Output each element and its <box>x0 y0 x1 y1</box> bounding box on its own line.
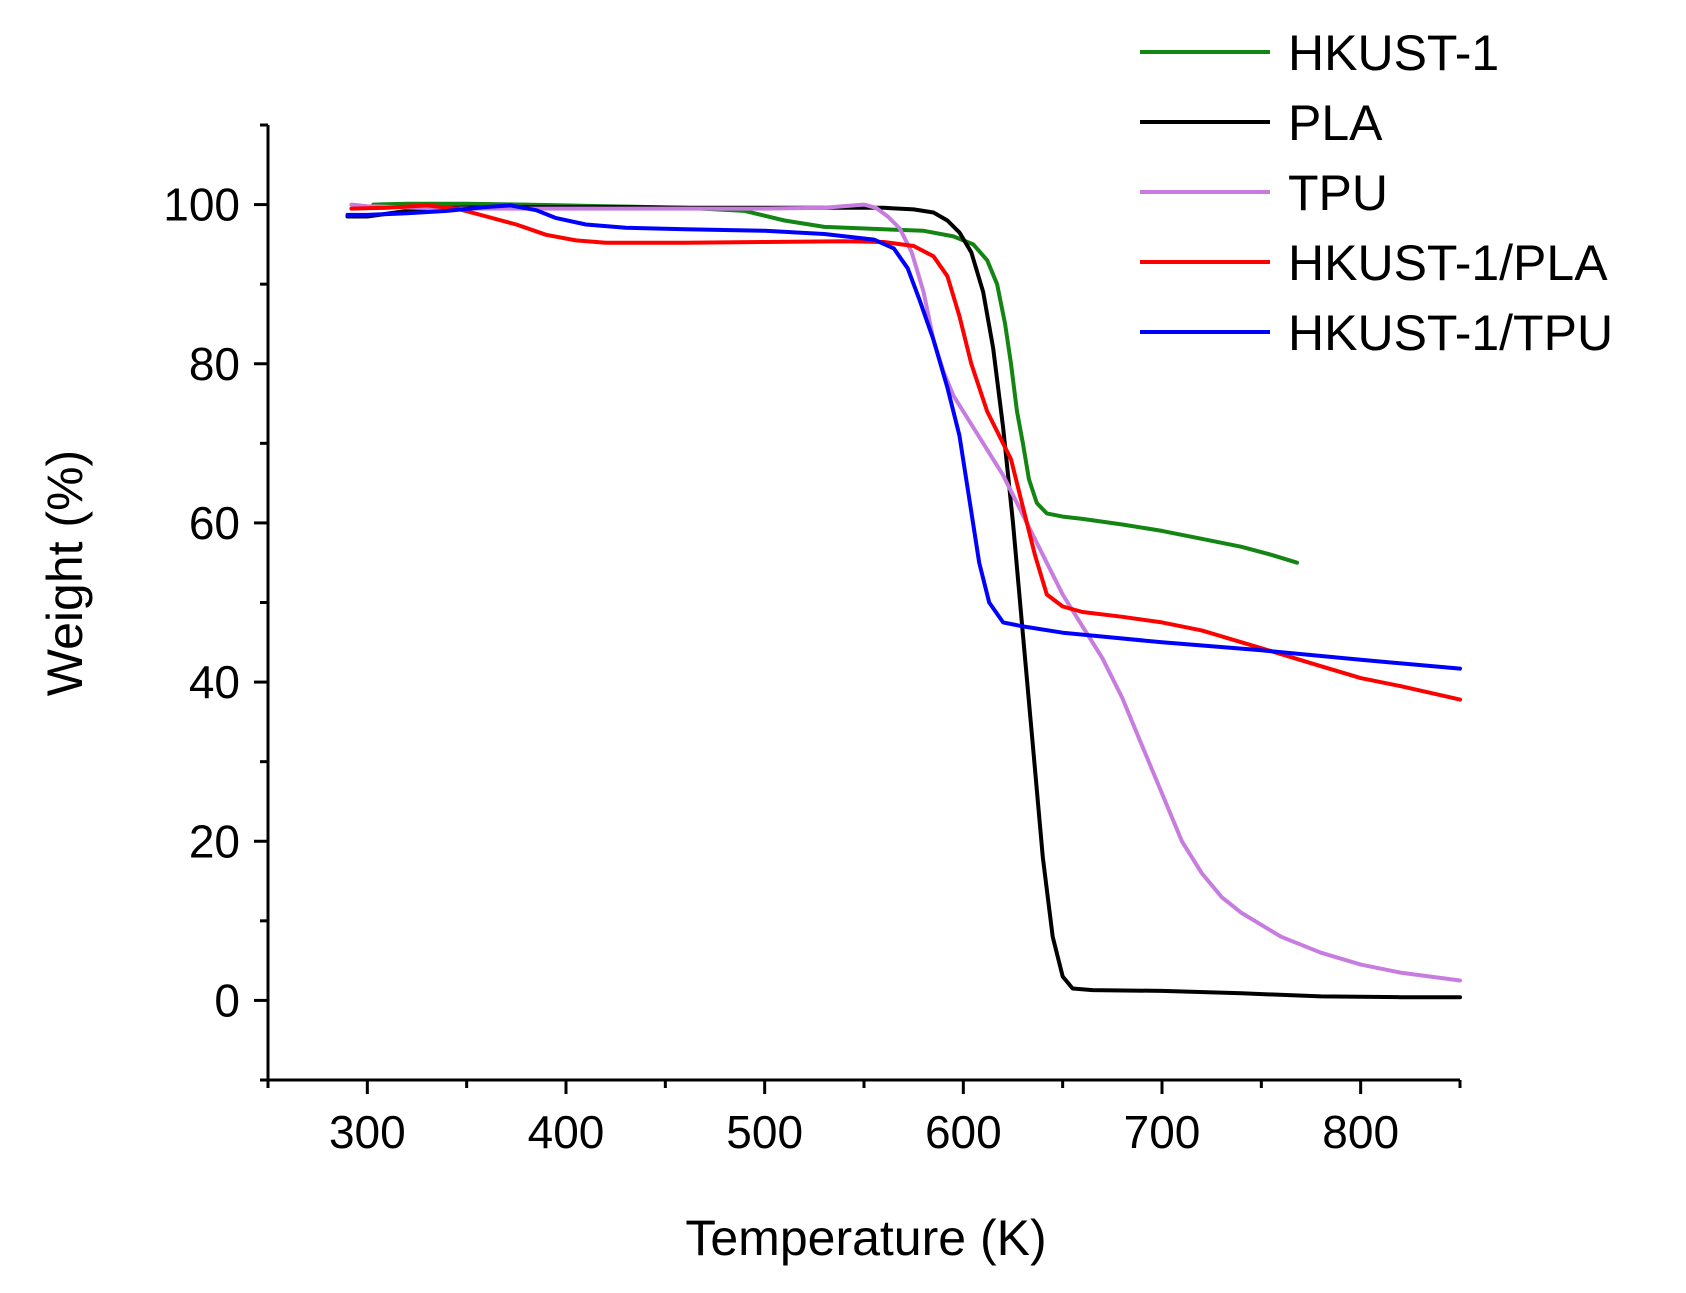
y-tick-label: 60 <box>189 497 240 549</box>
legend-label-tpu: TPU <box>1288 165 1388 221</box>
x-axis-title: Temperature (K) <box>685 1210 1046 1266</box>
y-tick-label: 20 <box>189 815 240 867</box>
series-layer <box>345 201 1462 1000</box>
series-line-hkust-1 <box>371 201 1300 565</box>
y-tick-label: 100 <box>163 179 240 231</box>
legend-label-hkust-1-pla: HKUST-1/PLA <box>1288 235 1608 291</box>
x-tick-label: 600 <box>925 1106 1002 1158</box>
y-tick-label: 0 <box>214 974 240 1026</box>
legend: HKUST-1 PLA TPU HKUST-1/PLA HKUST-1/TPU <box>1140 25 1613 361</box>
series-line-hkust-1-tpu <box>345 203 1462 671</box>
x-tick-label: 500 <box>726 1106 803 1158</box>
x-tick-label: 400 <box>528 1106 605 1158</box>
series-line-hkust-1-pla <box>349 203 1462 702</box>
x-tick-label: 800 <box>1322 1106 1399 1158</box>
y-tick-label: 80 <box>189 338 240 390</box>
legend-label-hkust-1-tpu: HKUST-1/TPU <box>1288 305 1613 361</box>
y-axis-title: Weight (%) <box>37 450 93 696</box>
legend-label-pla: PLA <box>1288 95 1383 151</box>
legend-label-hkust-1: HKUST-1 <box>1288 25 1499 81</box>
series-line-tpu <box>349 202 1462 983</box>
x-tick-label: 700 <box>1124 1106 1201 1158</box>
y-tick-label: 40 <box>189 656 240 708</box>
axes: 300 400 500 600 700 800 0 20 40 60 80 100 <box>163 123 1462 1158</box>
x-tick-label: 300 <box>329 1106 406 1158</box>
